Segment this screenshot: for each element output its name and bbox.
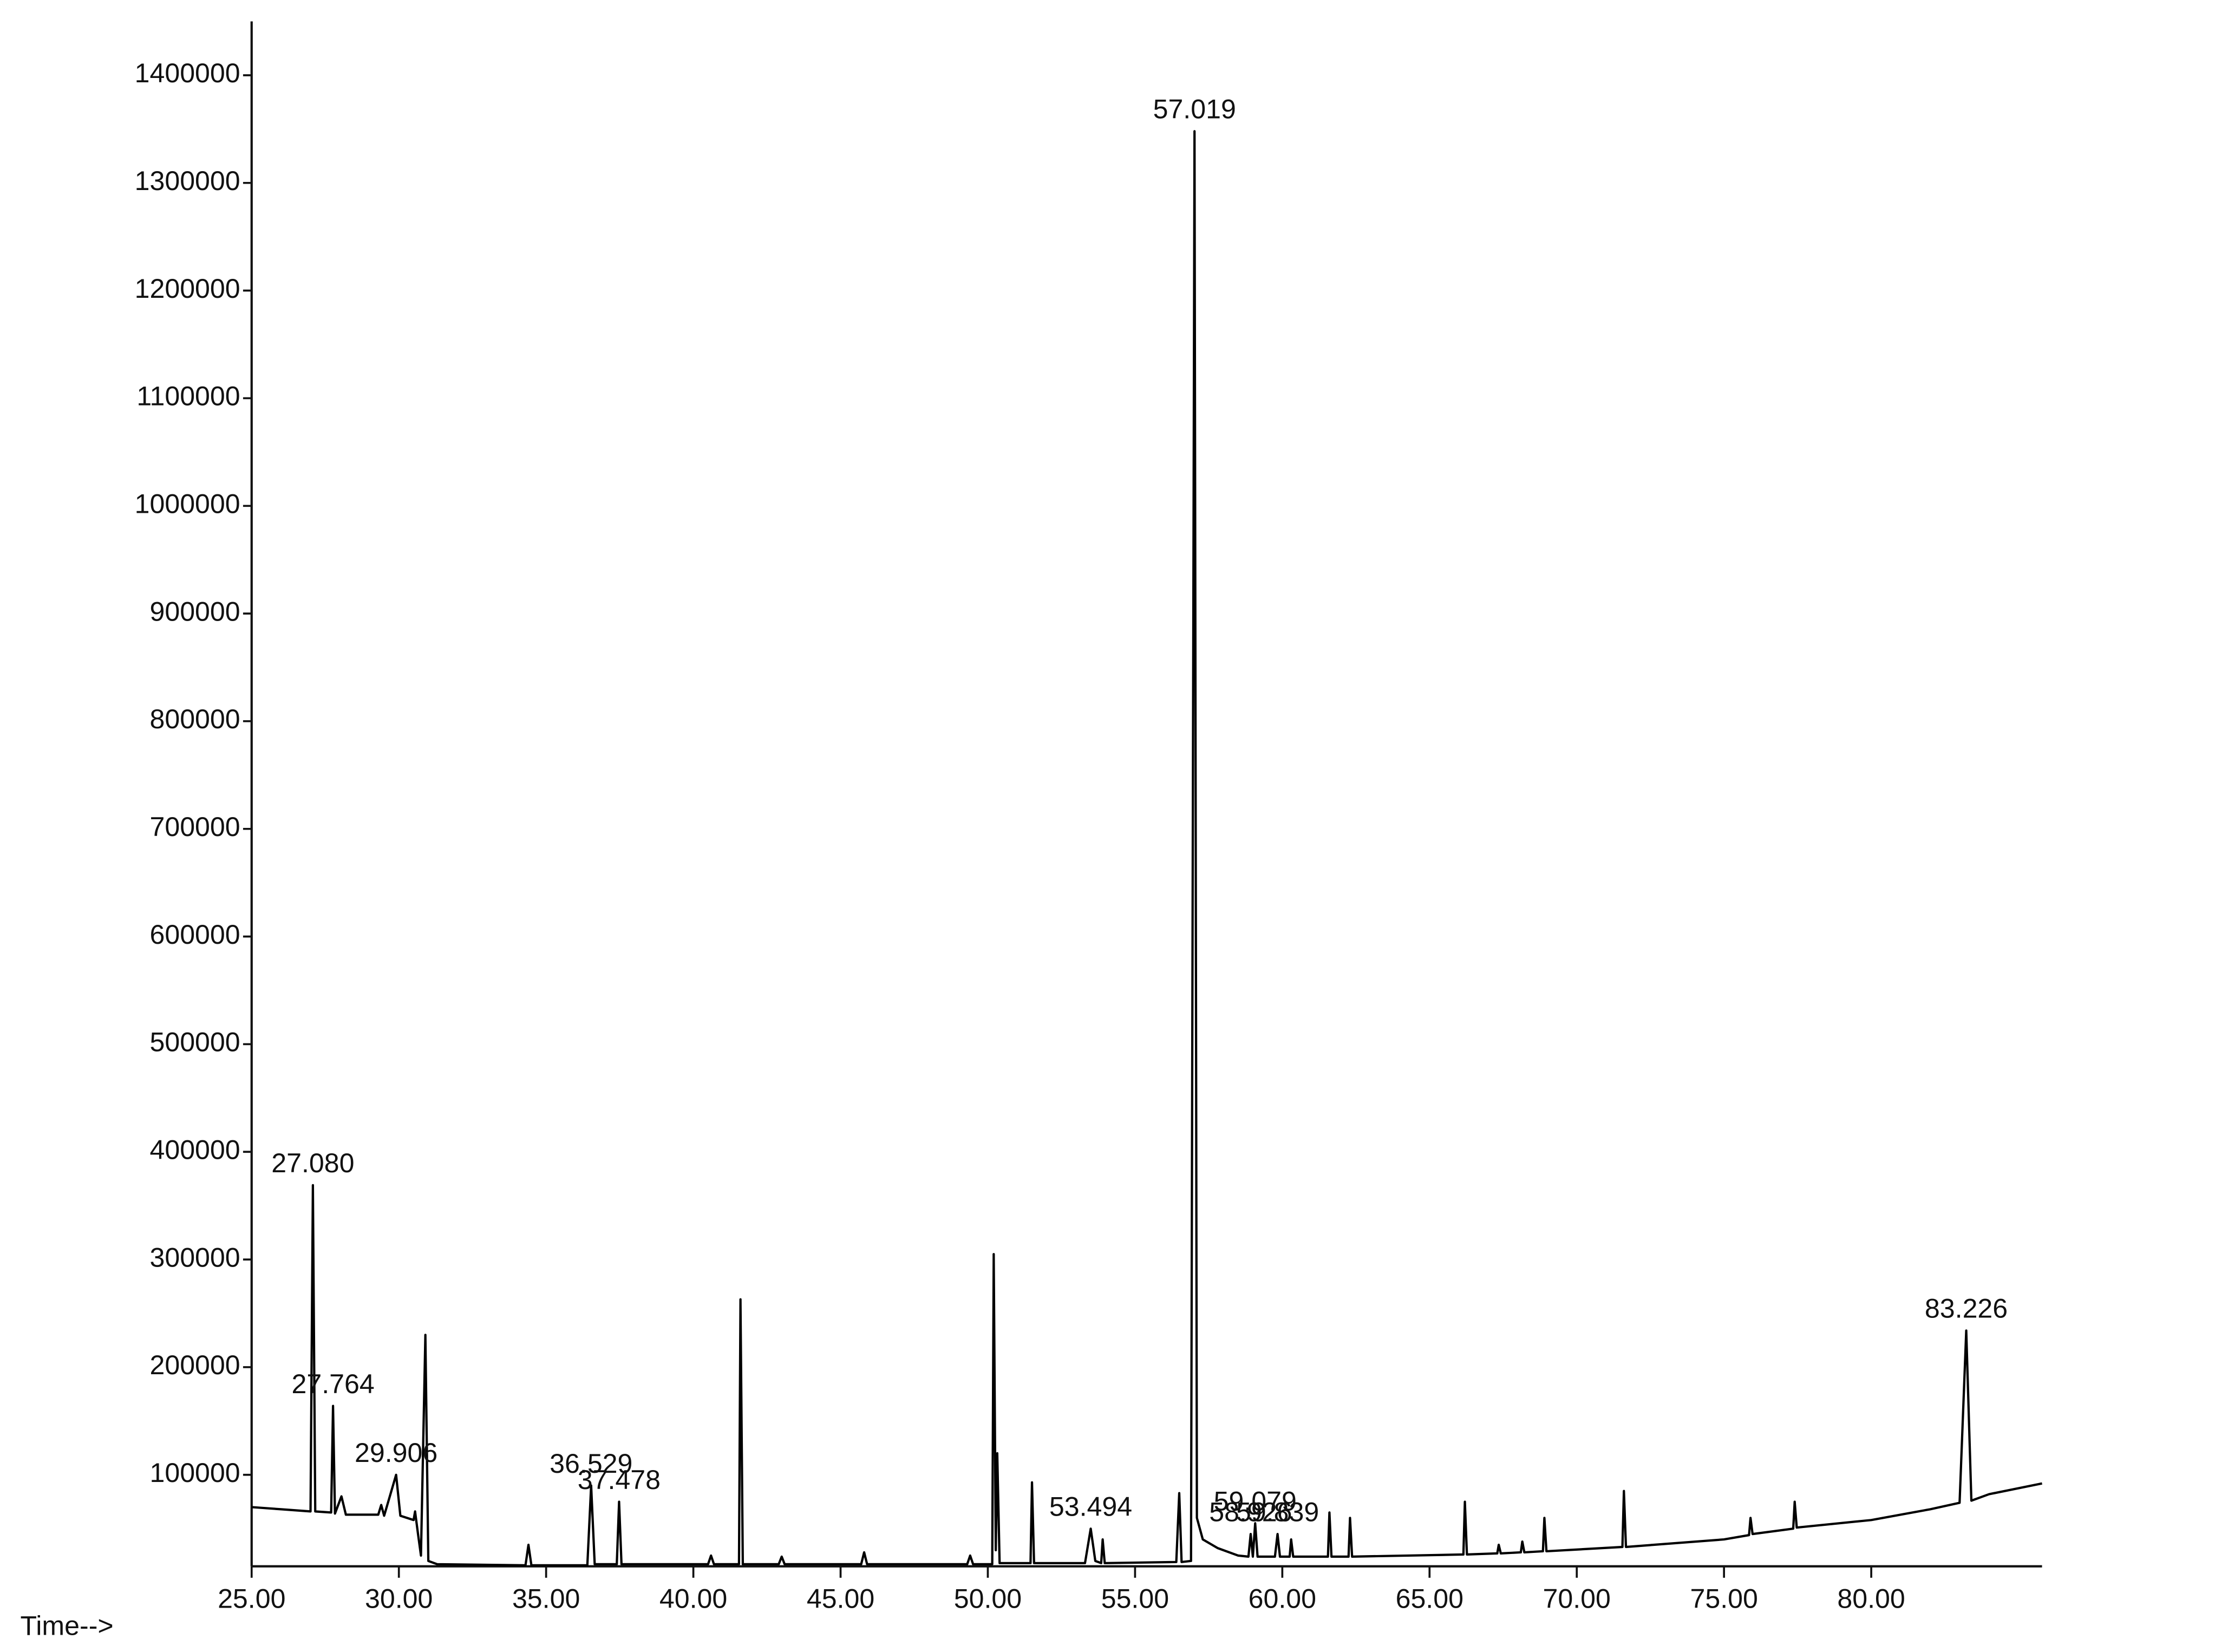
peak-label: 27.080	[271, 1148, 354, 1178]
x-tick-label: 75.00	[1690, 1583, 1757, 1614]
peak-label: 36.529	[550, 1448, 632, 1479]
x-tick-label: 50.00	[954, 1583, 1022, 1614]
y-tick-label: 1300000	[135, 166, 240, 196]
y-tick-label: 500000	[149, 1027, 240, 1057]
x-axis-label: Time-->	[21, 1610, 114, 1641]
peak-label: 29.906	[355, 1438, 437, 1468]
y-tick-label: 300000	[149, 1242, 240, 1272]
peak-label: 59.079	[1214, 1486, 1297, 1517]
y-tick-label: 1200000	[135, 273, 240, 304]
x-tick-label: 40.00	[659, 1583, 727, 1614]
peak-label: 59.839	[1236, 1497, 1319, 1527]
y-tick-label: 600000	[149, 919, 240, 950]
y-tick-label: 200000	[149, 1350, 240, 1380]
peak-label: 83.226	[1925, 1294, 2008, 1324]
x-tick-label: 70.00	[1543, 1583, 1611, 1614]
x-tick-label: 60.00	[1249, 1583, 1316, 1614]
x-tick-label: 65.00	[1396, 1583, 1463, 1614]
x-tick-label: 35.00	[512, 1583, 580, 1614]
peak-label: 27.764	[291, 1369, 374, 1399]
y-tick-label: 100000	[149, 1458, 240, 1488]
x-tick-label: 25.00	[218, 1583, 285, 1614]
peak-label: 57.019	[1153, 94, 1236, 125]
y-tick-label: 900000	[149, 596, 240, 626]
y-tick-label: 700000	[149, 812, 240, 842]
x-tick-label: 30.00	[365, 1583, 433, 1614]
y-tick-label: 1400000	[135, 58, 240, 88]
x-tick-label: 80.00	[1837, 1583, 1905, 1614]
peak-label: 37.478	[578, 1465, 661, 1495]
x-tick-label: 55.00	[1101, 1583, 1169, 1614]
y-tick-label: 400000	[149, 1135, 240, 1165]
peak-label: 58.926	[1209, 1497, 1292, 1527]
x-tick-label: 45.00	[807, 1583, 874, 1614]
y-tick-label: 800000	[149, 704, 240, 734]
chromatogram-line	[251, 130, 2042, 1566]
peak-label: 53.494	[1049, 1492, 1132, 1522]
y-tick-label: 1000000	[135, 489, 240, 519]
y-tick-label: 1100000	[136, 381, 240, 412]
